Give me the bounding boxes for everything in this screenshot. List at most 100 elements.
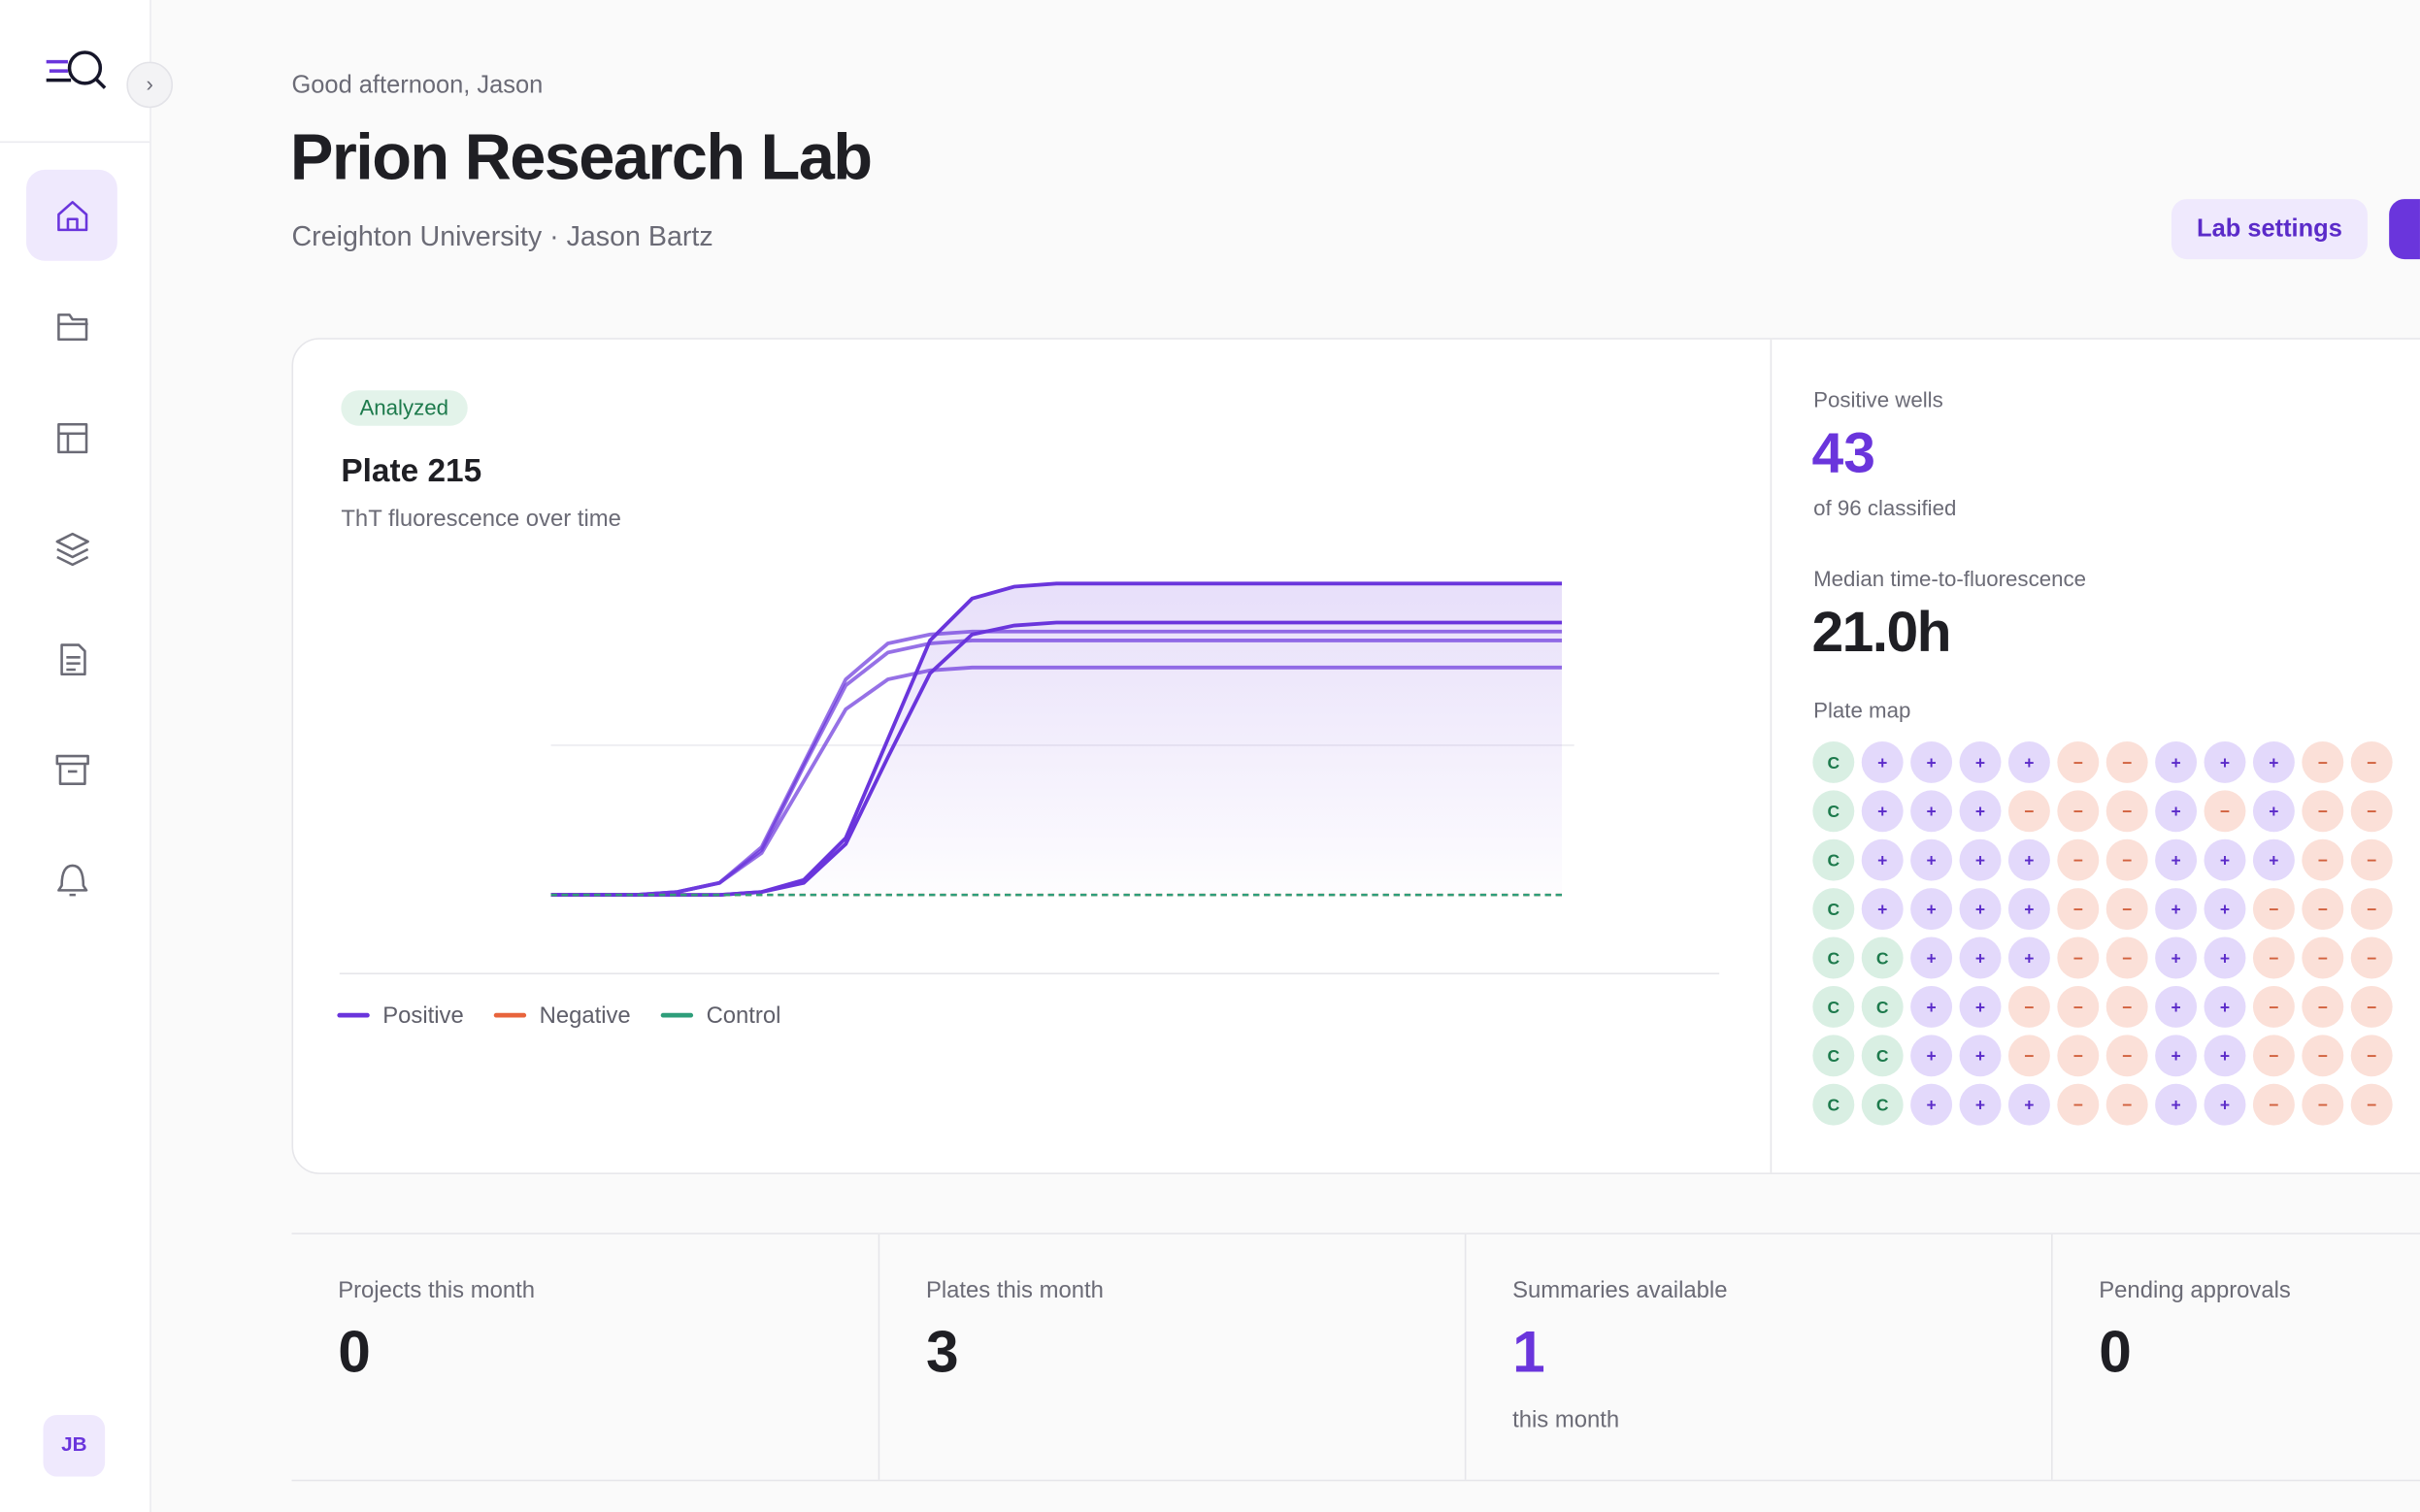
- well: [1812, 937, 1855, 979]
- positive-value: 43: [1811, 421, 1875, 485]
- page-subtitle: Creighton University · Jason Bartz: [291, 220, 713, 252]
- nav-layers[interactable]: [55, 532, 89, 567]
- stat-note: this month: [1512, 1406, 1620, 1434]
- well: [2155, 790, 2198, 833]
- lab-settings-button[interactable]: Lab settings: [2171, 199, 2368, 260]
- collapse-toggle[interactable]: ›: [126, 61, 174, 109]
- well-label: −: [2024, 998, 2034, 1017]
- well-label: +: [1926, 1096, 1936, 1115]
- well: [2350, 888, 2393, 931]
- nav-home[interactable]: [57, 201, 88, 232]
- well: [1910, 740, 1953, 783]
- well: [1812, 790, 1855, 833]
- well-label: −: [2318, 998, 2328, 1017]
- nav-plates[interactable]: [57, 422, 88, 454]
- well: [2252, 985, 2295, 1028]
- well-label: +: [1926, 753, 1936, 772]
- well: [1959, 888, 2002, 931]
- well: [2204, 888, 2246, 931]
- well-label: +: [1926, 802, 1936, 821]
- well-label: +: [2220, 851, 2230, 871]
- well-label: −: [2269, 1046, 2278, 1066]
- well-label: +: [2171, 1046, 2180, 1066]
- well-label: +: [1975, 900, 1985, 919]
- well: [2155, 937, 2198, 979]
- well-label: −: [2220, 802, 2230, 821]
- stat-card: Summaries available 1 this month: [1464, 1233, 2053, 1480]
- well: [1959, 1083, 2002, 1126]
- well-label: −: [2122, 1046, 2132, 1066]
- well-label: −: [2367, 1046, 2376, 1066]
- avatar: JB: [61, 1433, 86, 1456]
- well-label: +: [2220, 753, 2230, 772]
- well: [2204, 937, 2246, 979]
- well: [1910, 937, 1953, 979]
- well: [2252, 888, 2295, 931]
- well: [2007, 985, 2050, 1028]
- well-label: C: [1876, 948, 1889, 968]
- nav-archive[interactable]: [55, 754, 89, 785]
- well: [2057, 985, 2100, 1028]
- well-label: +: [1975, 1096, 1985, 1115]
- avatar-bg[interactable]: [43, 1414, 106, 1477]
- well-label: +: [2171, 851, 2180, 871]
- well: [2155, 740, 2198, 783]
- well: [2302, 790, 2344, 833]
- well-label: +: [1975, 753, 1985, 772]
- well-label: +: [1877, 900, 1887, 919]
- well: [1959, 985, 2002, 1028]
- well-label: C: [1876, 1046, 1889, 1066]
- well-label: −: [2269, 900, 2278, 919]
- well-label: +: [2024, 948, 2034, 968]
- well: [1812, 838, 1855, 881]
- well-label: +: [1926, 998, 1936, 1017]
- well-label: C: [1827, 851, 1840, 871]
- well-label: +: [2171, 948, 2180, 968]
- stat-label: Projects this month: [338, 1277, 535, 1304]
- well: [2007, 888, 2050, 931]
- well-label: −: [2122, 900, 2132, 919]
- well: [2155, 985, 2198, 1028]
- well-label: +: [2024, 1096, 2034, 1115]
- well: [2105, 985, 2148, 1028]
- well: [2204, 790, 2246, 833]
- well: [2057, 888, 2100, 931]
- well-label: −: [2024, 802, 2034, 821]
- well: [2350, 838, 2393, 881]
- well: [2155, 888, 2198, 931]
- well-label: +: [1975, 948, 1985, 968]
- well-label: C: [1827, 1096, 1840, 1115]
- well: [2350, 790, 2393, 833]
- well: [1812, 1035, 1855, 1077]
- nav-notifications[interactable]: [57, 864, 88, 897]
- primary-button[interactable]: [2389, 199, 2420, 260]
- well: [2007, 740, 2050, 783]
- well-label: +: [1877, 851, 1887, 871]
- nav-documents[interactable]: [60, 643, 86, 676]
- stat-value: 0: [338, 1320, 371, 1386]
- stat-value: 3: [925, 1320, 959, 1386]
- well-label: −: [2073, 900, 2083, 919]
- stat-label: Pending approvals: [2099, 1277, 2291, 1304]
- stat-card: Plates this month 3: [878, 1233, 1467, 1480]
- well-label: −: [2122, 998, 2132, 1017]
- well-label: −: [2318, 802, 2328, 821]
- nav-folders[interactable]: [57, 313, 88, 342]
- well: [1861, 790, 1904, 833]
- well-label: C: [1827, 802, 1840, 821]
- positive-label: Positive wells: [1813, 387, 1943, 412]
- well: [1910, 985, 1953, 1028]
- well-label: −: [2073, 1046, 2083, 1066]
- well-label: +: [2220, 900, 2230, 919]
- well-label: −: [2367, 802, 2376, 821]
- well: [1861, 888, 1904, 931]
- well: [1861, 838, 1904, 881]
- well: [2204, 985, 2246, 1028]
- well: [1861, 1035, 1904, 1077]
- well-label: +: [2024, 900, 2034, 919]
- well: [1861, 937, 1904, 979]
- well-label: +: [2220, 1096, 2230, 1115]
- well-label: −: [2318, 851, 2328, 871]
